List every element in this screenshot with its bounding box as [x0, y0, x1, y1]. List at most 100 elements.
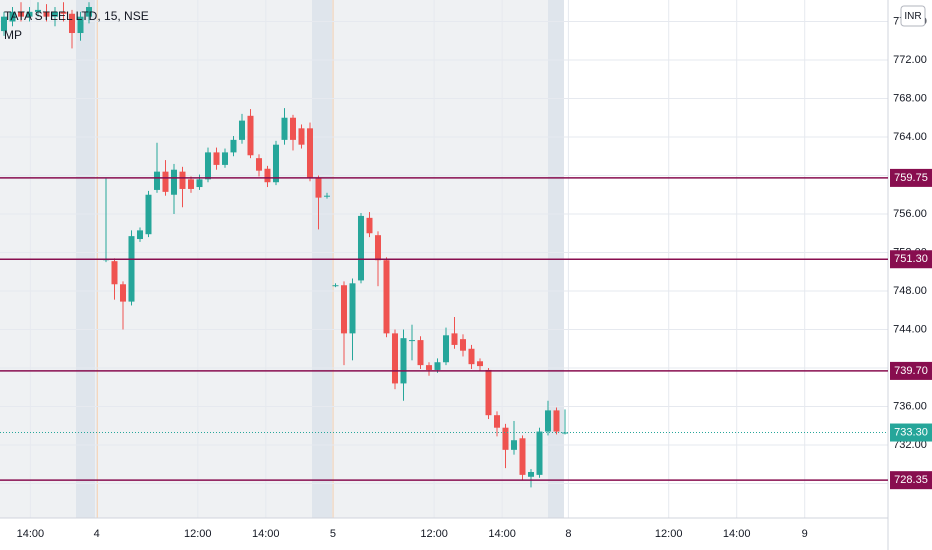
candle-body: [323, 195, 330, 197]
candle-body: [17, 11, 24, 17]
candle-body: [60, 11, 67, 14]
candle-body: [43, 11, 50, 17]
candle-body: [417, 340, 424, 366]
x-tick-label: 5: [330, 528, 336, 540]
candle-body: [34, 9, 41, 12]
candle-body: [451, 333, 458, 345]
candle-body: [9, 11, 16, 22]
candle-body: [544, 410, 551, 432]
level-label-box: [890, 361, 932, 380]
candle-body: [196, 179, 203, 188]
y-tick-label: 748.00: [893, 285, 927, 297]
candle-body: [425, 365, 432, 370]
candle-body: [255, 158, 262, 171]
candle-body: [434, 362, 441, 370]
candle-body: [119, 284, 126, 302]
candle-body: [468, 348, 475, 365]
candle-body: [51, 11, 58, 17]
candle-body: [238, 120, 245, 140]
x-tick-label: 14:00: [488, 528, 516, 540]
candle-body: [213, 152, 220, 165]
candle-body: [204, 152, 211, 180]
candle-body: [221, 152, 228, 165]
y-tick-label: 764.00: [893, 131, 927, 143]
candle-body: [247, 115, 254, 156]
x-tick-label: 12:00: [184, 528, 212, 540]
level-label: 751.30: [894, 253, 928, 265]
candle-body: [493, 415, 500, 428]
candle-body: [128, 236, 135, 302]
candle-body: [162, 171, 169, 192]
candle-body: [306, 128, 313, 179]
chart-subtitle: MP: [4, 28, 22, 42]
level-label: 739.70: [894, 365, 928, 377]
candle-body: [187, 179, 194, 189]
y-tick-label: 736.00: [893, 400, 927, 412]
level-label-box: [890, 168, 932, 187]
candle-body: [400, 338, 407, 384]
candle-body: [136, 230, 143, 240]
x-tick-label: 9: [802, 528, 808, 540]
y-tick-label: 732.00: [893, 439, 927, 451]
x-tick-label: 4: [94, 528, 100, 540]
candle-body: [340, 285, 347, 334]
candle-body: [383, 260, 390, 334]
candle-body: [442, 335, 449, 363]
x-tick-label: 14:00: [252, 528, 280, 540]
candle-body: [264, 168, 271, 183]
candle-body: [281, 117, 288, 140]
candle-body: [230, 139, 237, 153]
candle-body: [519, 438, 526, 475]
candle-body: [374, 235, 381, 261]
level-label: 728.35: [894, 474, 928, 486]
candle-body: [289, 117, 296, 140]
candle-body: [366, 217, 373, 234]
candle-body: [349, 283, 356, 334]
candle-body: [485, 369, 492, 416]
x-tick-label: 12:00: [655, 528, 683, 540]
candle-body: [0, 16, 7, 32]
candle-body: [527, 471, 534, 477]
candle-body: [391, 333, 398, 384]
currency-box[interactable]: [900, 5, 926, 27]
candle-body: [408, 340, 415, 342]
level-label-box: [890, 250, 932, 269]
chart-title: TATA STEEL LTD, 15, NSE: [4, 9, 149, 23]
candle-body: [85, 7, 92, 17]
candle-body: [272, 144, 279, 183]
candle-body: [553, 410, 560, 432]
candle-body: [502, 427, 509, 450]
y-tick-label: 772.00: [893, 54, 927, 66]
candle-body: [357, 215, 364, 281]
y-tick-label: 768.00: [893, 92, 927, 104]
level-label: 759.75: [894, 172, 928, 184]
candle-body: [298, 128, 305, 145]
level-label-box: [890, 471, 932, 490]
candle-body: [459, 339, 466, 351]
candle-body: [510, 440, 517, 450]
x-tick-label: 14:00: [17, 528, 45, 540]
last-price-label: 733.30: [894, 426, 928, 438]
last-price-box: [890, 423, 932, 442]
candle-body: [145, 194, 152, 235]
candle-body: [476, 361, 483, 367]
x-tick-label: 12:00: [420, 528, 448, 540]
candle-body: [332, 285, 339, 287]
x-tick-label: 8: [565, 528, 571, 540]
y-tick-label: 744.00: [893, 323, 927, 335]
candle-body: [153, 171, 160, 190]
candle-body: [315, 178, 322, 198]
x-tick-label: 14:00: [723, 528, 751, 540]
candle-body: [68, 13, 75, 34]
candle-body: [26, 11, 33, 17]
candle-body: [170, 169, 177, 195]
currency[interactable]: INR: [904, 11, 921, 22]
candle-body: [536, 431, 543, 475]
candle-body: [179, 171, 186, 189]
candles: [0, 2, 568, 488]
candle-body: [111, 261, 118, 285]
y-tick-label: 756.00: [893, 208, 927, 220]
levels: 759.75 751.30 739.70 728.35 733.30: [0, 168, 932, 490]
candle-body: [77, 16, 84, 34]
